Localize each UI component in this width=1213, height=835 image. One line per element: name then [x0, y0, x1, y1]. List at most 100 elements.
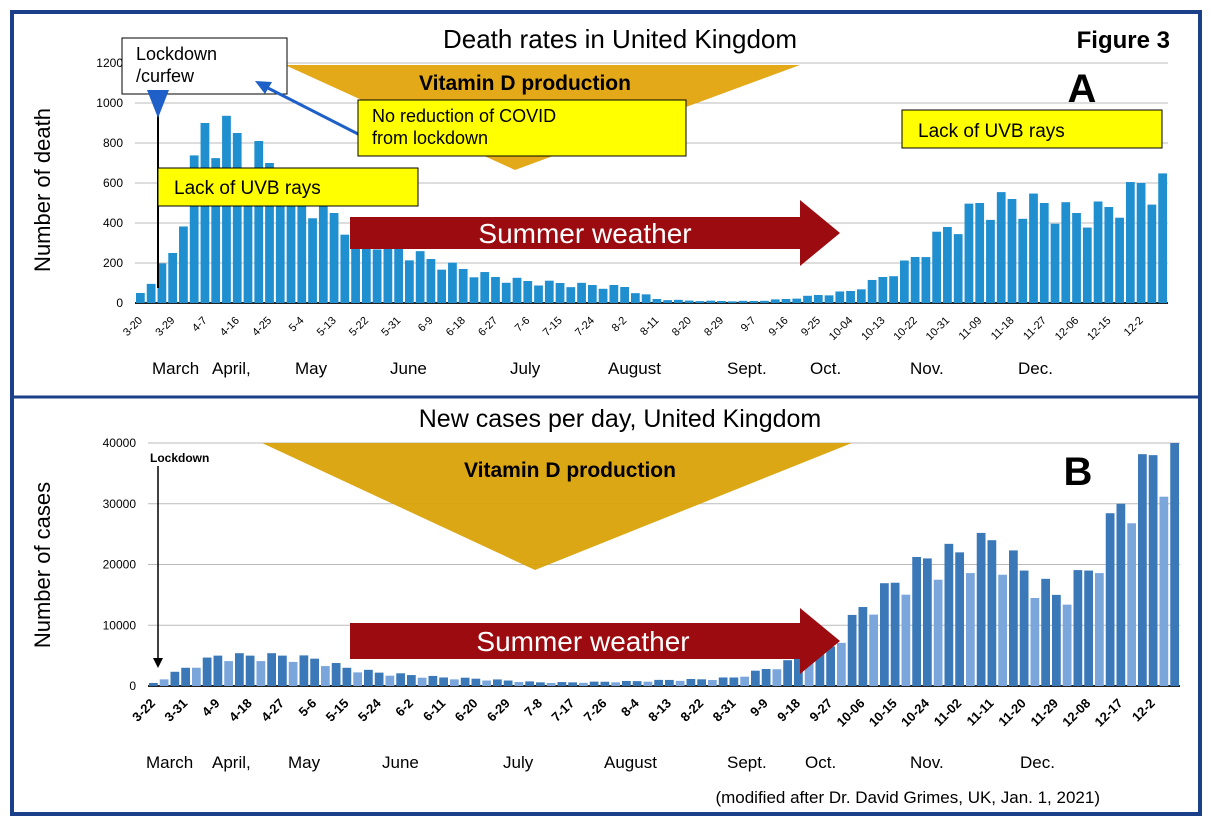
bar-8-20 — [684, 300, 694, 303]
bar-9-16 — [792, 298, 802, 303]
bar-7-17 — [579, 682, 588, 686]
bar-5-31 — [394, 247, 404, 303]
bar-4-9 — [213, 655, 223, 686]
bar-10-24 — [933, 579, 943, 686]
bar-9-16 — [803, 295, 812, 303]
bar-5-15 — [353, 672, 362, 686]
bar-11-18 — [1018, 218, 1028, 303]
bar-3-20 — [136, 293, 145, 303]
y-tick-label: 600 — [103, 176, 123, 190]
bar-7-6 — [534, 285, 543, 303]
bar-4-27 — [278, 655, 287, 686]
bar-11-20 — [1030, 597, 1040, 686]
bar-4-7 — [211, 158, 221, 303]
bar-9-27 — [826, 646, 835, 686]
bar-11-02 — [976, 532, 986, 686]
uvb-callout-left-a — [157, 167, 419, 207]
month-label: August — [608, 359, 661, 378]
panel-label-a: A — [1068, 67, 1097, 111]
bar-12-2 — [1136, 183, 1146, 303]
lockdown-text-1: Lockdown — [136, 44, 217, 64]
lockdown-text-b: Lockdown — [150, 451, 209, 465]
bar-9-9 — [761, 668, 771, 686]
bar-7-24 — [587, 285, 597, 303]
bar-5-15 — [364, 669, 373, 686]
pointer-arrowhead-icon — [255, 81, 272, 94]
vitamin-d-triangle-b — [262, 443, 852, 570]
summer-text-b: Summer weather — [476, 626, 689, 657]
uvb-text-left-a: Lack of UVB rays — [174, 178, 321, 199]
bar-7-15 — [555, 283, 565, 303]
bar-3-20 — [146, 283, 156, 303]
bar-10-22 — [932, 231, 942, 303]
bar-12-08 — [1095, 573, 1104, 686]
bar-10-15 — [912, 556, 921, 686]
bar-10-04 — [867, 279, 877, 303]
credit-text: (modified after Dr. David Grimes, UK, Ja… — [715, 788, 1100, 807]
month-label: Dec. — [1020, 753, 1055, 772]
summer-arrow-b — [350, 608, 840, 674]
bar-9-7 — [770, 299, 780, 303]
bar-8-22 — [697, 679, 706, 686]
bar-8-11 — [663, 300, 673, 303]
bar-4-18 — [267, 653, 276, 686]
bar-8-11 — [674, 299, 683, 303]
bar-5-6 — [331, 663, 341, 686]
bar-8-20 — [706, 300, 716, 303]
bar-8-31 — [740, 676, 749, 686]
y-tick-label: 200 — [103, 256, 123, 270]
bar-4-16 — [232, 133, 242, 303]
bar-3-29 — [189, 155, 199, 303]
bar-4-7 — [222, 115, 231, 303]
vitamin-d-label-a: Vitamin D production — [419, 72, 631, 95]
bar-8-2 — [620, 287, 629, 303]
bar-4-25 — [286, 173, 296, 303]
bar-6-2 — [417, 677, 427, 686]
y-tick-label: 10000 — [103, 618, 137, 632]
bar-12-15 — [1115, 217, 1124, 303]
month-label: Nov. — [910, 359, 944, 378]
y-tick-label: 1200 — [96, 56, 123, 70]
y-axis-label-b: Number of cases — [30, 482, 55, 648]
bar-12-15 — [1104, 207, 1114, 303]
bar-5-24 — [374, 672, 384, 686]
bar-7-26 — [622, 680, 631, 686]
bar-6-11 — [450, 679, 459, 686]
bar-6-27 — [512, 277, 522, 303]
bar-8-4 — [632, 681, 642, 686]
bar-10-22 — [910, 257, 920, 303]
bar-5-13 — [340, 234, 350, 303]
bar-6-11 — [460, 677, 470, 686]
bar-10-24 — [944, 543, 954, 686]
bar-4-27 — [299, 655, 309, 686]
bar-10-06 — [858, 607, 868, 686]
no-reduction-callout — [357, 99, 687, 157]
bar-12-2 — [1148, 455, 1158, 686]
bar-5-13 — [329, 213, 339, 303]
no-reduction-text-1: No reduction of COVID — [372, 106, 556, 126]
bar-11-20 — [1041, 578, 1050, 686]
bar-11-18 — [1007, 199, 1017, 303]
bar-12-08 — [1105, 513, 1115, 686]
bar-8-31 — [729, 677, 739, 686]
bar-11-29 — [1052, 594, 1061, 686]
bar-12-06 — [1082, 227, 1092, 303]
bar-7-17 — [568, 682, 577, 686]
panel-b: New cases per day, United Kingdom Vitami… — [30, 405, 1180, 807]
bar-10-24 — [923, 558, 932, 686]
bar-7-17 — [589, 681, 599, 686]
bar-9-7 — [749, 301, 759, 303]
bar-6-9 — [437, 269, 447, 303]
bar-9-25 — [835, 291, 845, 303]
bar-10-31 — [964, 203, 974, 303]
bar-5-6 — [310, 658, 319, 686]
bar-3-31 — [181, 667, 190, 686]
bar-9-18 — [804, 660, 814, 686]
lockdown-text-2: /curfew — [136, 66, 195, 86]
vitamin-d-label-b: Vitamin D production — [464, 459, 676, 482]
bar-4-9 — [235, 653, 244, 686]
bar-6-9 — [448, 262, 457, 303]
summer-arrow-a — [350, 200, 840, 266]
bar-6-20 — [493, 679, 502, 686]
